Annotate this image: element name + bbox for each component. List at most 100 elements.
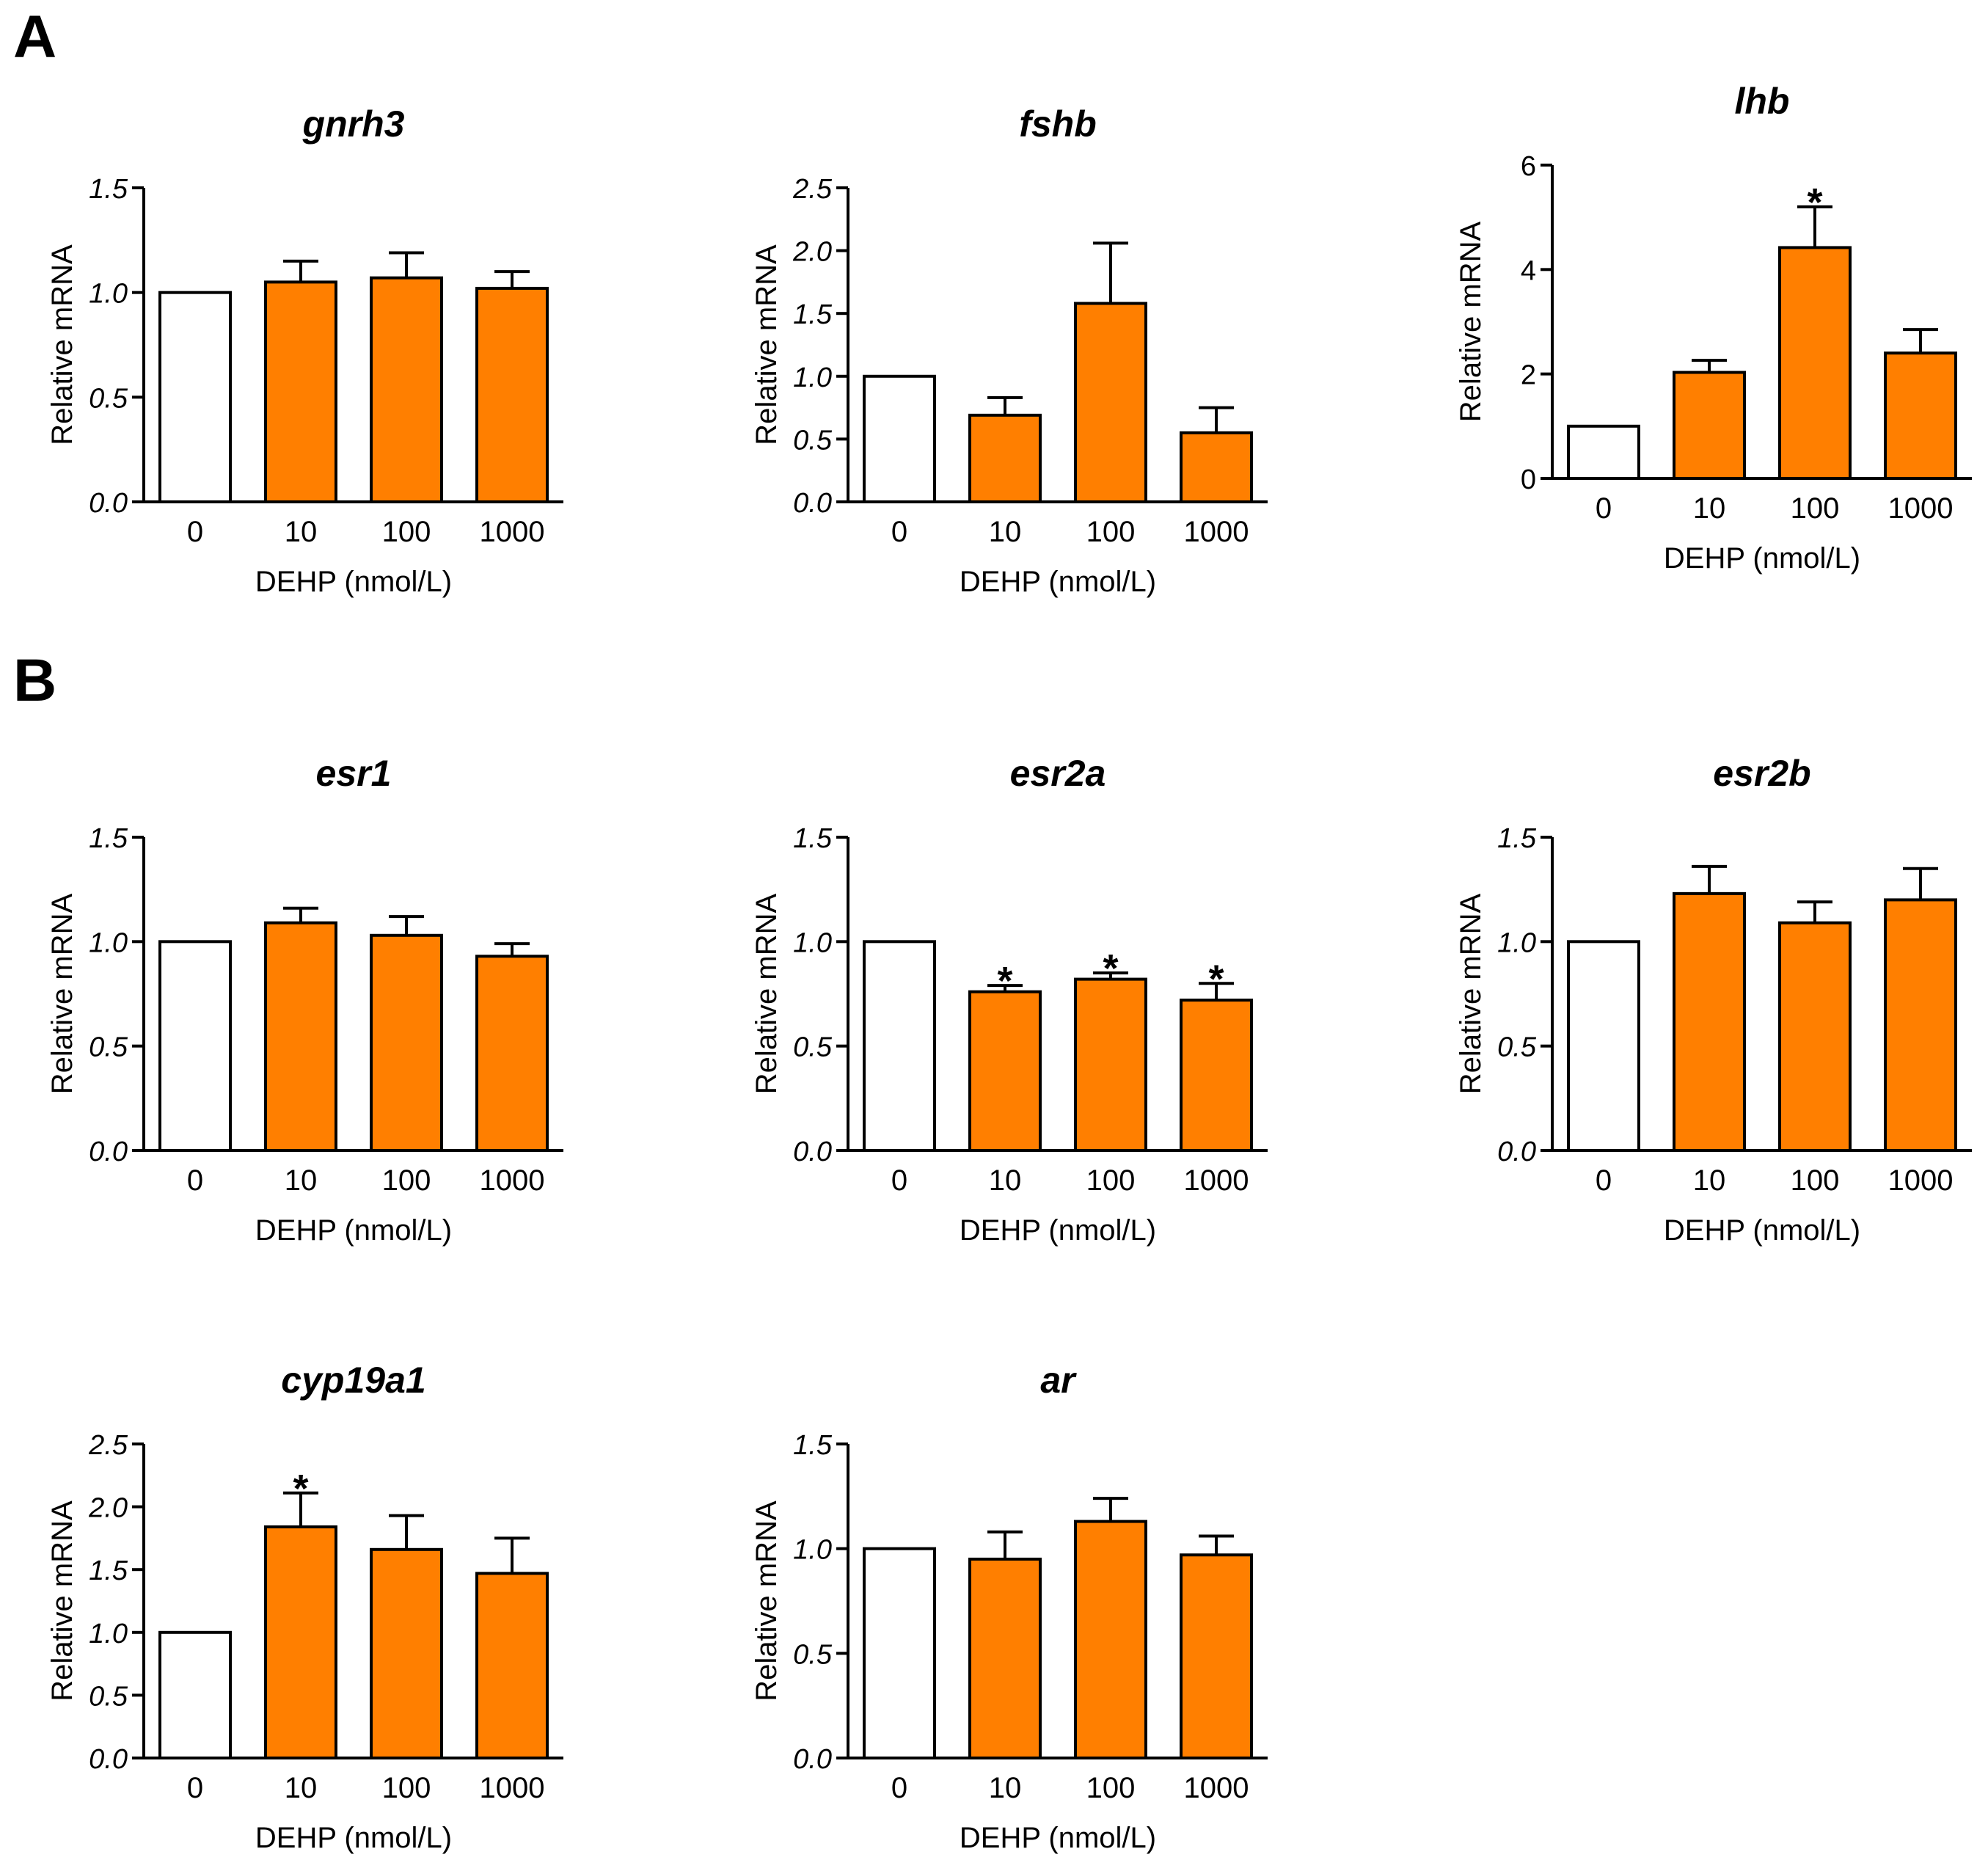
bar-0 <box>1567 940 1640 1153</box>
y-tick-label: 1.5 <box>89 174 128 205</box>
x-tick-label: 1000 <box>1888 492 1954 525</box>
chart-title: fshb <box>1019 103 1097 145</box>
bar-10 <box>968 1557 1042 1760</box>
y-tick-label: 0.5 <box>793 1639 833 1670</box>
x-axis-label: DEHP (nmol/L) <box>960 1822 1156 1854</box>
panel-label-b: B <box>13 647 56 714</box>
bar-1000 <box>475 286 549 503</box>
chart-cyp19a1: cyp19a1 0.0 0.5 1.0 1.5 2.0 2.5 0 * 10 100 1000 DEHP… <box>46 1360 563 1854</box>
chart-title: esr2b <box>1713 753 1810 794</box>
x-tick-label: 100 <box>382 1772 431 1804</box>
bar-10 <box>968 990 1042 1152</box>
bar-0 <box>158 940 232 1153</box>
x-tick-label: 0 <box>187 1164 203 1197</box>
x-tick-label: 0 <box>891 1164 907 1197</box>
bar-1000 <box>475 955 549 1152</box>
y-tick-label: 0.5 <box>1497 1032 1537 1063</box>
bar-100 <box>1778 921 1852 1153</box>
bar-10 <box>1673 891 1746 1152</box>
chart-gnrh3: gnrh3 0.0 0.5 1.0 1.5 0 10 100 1000 DEHP (nmol/L)… <box>46 103 563 598</box>
x-tick-label: 1000 <box>1184 1772 1249 1804</box>
x-tick-label: 100 <box>382 1164 431 1197</box>
chart-esr1: esr1 0.0 0.5 1.0 1.5 0 10 100 1000 DEHP (nmol/L) R… <box>46 753 563 1247</box>
chart-esr2b: esr2b 0.0 0.5 1.0 1.5 0 10 100 1000 DEHP (nmol/L)… <box>1455 753 1972 1247</box>
x-tick-label: 0 <box>1596 1164 1612 1197</box>
x-tick-label: 0 <box>891 516 907 548</box>
bar-1000 <box>1180 1553 1253 1759</box>
y-tick-label: 2.0 <box>792 237 832 268</box>
bar-100 <box>1074 977 1147 1153</box>
y-axis-label: Relative mRNA <box>46 893 78 1094</box>
y-tick-label: 0.0 <box>793 488 832 519</box>
x-tick-label: 1000 <box>1184 516 1249 548</box>
x-tick-label: 100 <box>382 516 431 548</box>
y-tick-label: 4 <box>1521 255 1536 286</box>
panel-label-a: A <box>13 4 56 70</box>
bar-100 <box>370 933 443 1152</box>
chart-esr2a: esr2a 0.0 0.5 1.0 1.5 0 * 10 * 100 * 1000 DEHP (nmol… <box>750 753 1268 1247</box>
x-axis-label: DEHP (nmol/L) <box>255 1822 452 1854</box>
x-tick-label: 1000 <box>480 1164 545 1197</box>
x-tick-label: 0 <box>1596 492 1612 525</box>
x-axis-label: DEHP (nmol/L) <box>255 566 452 598</box>
bar-0 <box>863 374 936 503</box>
bar-10 <box>1673 371 1746 481</box>
x-tick-label: 0 <box>891 1772 907 1804</box>
y-tick-label: 1.5 <box>793 1430 833 1461</box>
x-tick-label: 10 <box>989 516 1022 548</box>
chart-ar: ar 0.0 0.5 1.0 1.5 0 10 100 1000 DEHP (nmol/L) Rel… <box>750 1360 1268 1854</box>
bar-1000 <box>1180 431 1253 504</box>
chart-lhb: lhb 0 2 4 6 0 10 * 100 1000 DEHP (nmol/L) Relative … <box>1455 81 1972 575</box>
y-tick-label: 2.5 <box>88 1430 128 1461</box>
x-tick-label: 10 <box>989 1772 1022 1804</box>
bar-100 <box>370 276 443 503</box>
y-axis-label: Relative mRNA <box>750 244 783 445</box>
y-axis-label: Relative mRNA <box>46 244 78 445</box>
x-tick-label: 10 <box>989 1164 1022 1197</box>
y-tick-label: 1.0 <box>793 362 832 393</box>
y-tick-label: 0.5 <box>793 425 833 456</box>
x-tick-label: 0 <box>187 516 203 548</box>
y-tick-label: 6 <box>1521 151 1536 182</box>
y-tick-label: 1.5 <box>1497 823 1537 854</box>
significance-asterisk: * <box>293 1467 308 1511</box>
x-tick-label: 1000 <box>1184 1164 1249 1197</box>
x-axis-label: DEHP (nmol/L) <box>255 1214 452 1247</box>
bar-10 <box>264 1525 337 1759</box>
y-tick-label: 1.5 <box>89 1555 128 1586</box>
y-tick-label: 0.0 <box>793 1744 832 1775</box>
significance-asterisk: * <box>1103 947 1118 991</box>
chart-title: gnrh3 <box>302 103 405 145</box>
x-tick-label: 10 <box>285 1164 318 1197</box>
bar-1000 <box>1884 351 1957 481</box>
y-tick-label: 1.0 <box>1497 927 1536 958</box>
x-tick-label: 1000 <box>480 1772 545 1804</box>
bar-100 <box>1778 246 1852 480</box>
y-axis-label: Relative mRNA <box>46 1500 78 1702</box>
y-axis-label: Relative mRNA <box>1455 221 1487 422</box>
y-tick-label: 1.0 <box>793 927 832 958</box>
chart-title: cyp19a1 <box>281 1360 425 1401</box>
y-tick-label: 0.0 <box>793 1137 832 1167</box>
chart-title: esr2a <box>1010 753 1106 794</box>
bar-0 <box>158 1630 232 1760</box>
x-tick-label: 1000 <box>480 516 545 548</box>
y-tick-label: 1.0 <box>89 1619 128 1649</box>
x-tick-label: 100 <box>1086 516 1136 548</box>
y-tick-label: 1.0 <box>793 1535 832 1566</box>
y-axis-label: Relative mRNA <box>750 1500 783 1702</box>
x-tick-label: 10 <box>285 516 318 548</box>
y-tick-label: 0.0 <box>89 1744 128 1775</box>
chart-fshb: fshb 0.0 0.5 1.0 1.5 2.0 2.5 0 10 100 1000 DEHP (nm… <box>750 103 1268 598</box>
y-tick-label: 2 <box>1521 360 1536 391</box>
bar-10 <box>968 413 1042 504</box>
bar-1000 <box>475 1572 549 1759</box>
y-axis-label: Relative mRNA <box>1455 893 1487 1094</box>
y-tick-label: 0.5 <box>793 1032 833 1063</box>
x-axis-label: DEHP (nmol/L) <box>960 1214 1156 1247</box>
x-tick-label: 10 <box>285 1772 318 1804</box>
y-tick-label: 1.5 <box>89 823 128 854</box>
y-axis-label: Relative mRNA <box>750 893 783 1094</box>
